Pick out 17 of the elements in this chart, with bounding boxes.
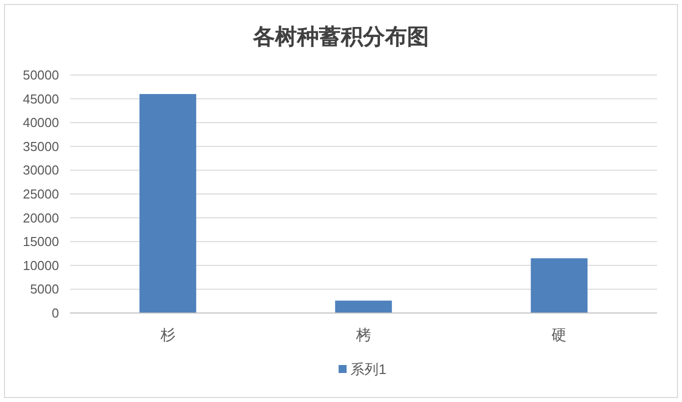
xtick: 栲 bbox=[356, 327, 371, 344]
ytick: 5000 bbox=[30, 282, 59, 297]
ytick: 0 bbox=[52, 306, 59, 320]
ytick: 15000 bbox=[22, 234, 59, 250]
xtick: 硬 bbox=[552, 327, 567, 344]
ytick: 45000 bbox=[22, 91, 59, 106]
legend: 系列1 bbox=[338, 361, 386, 377]
ytick: 35000 bbox=[22, 138, 59, 154]
ytick: 30000 bbox=[22, 162, 59, 178]
ytick: 10000 bbox=[22, 258, 59, 273]
title: 各树种蓄积分布图 bbox=[253, 24, 429, 50]
ytick: 50000 bbox=[22, 68, 59, 82]
legend-label: 系列1 bbox=[350, 361, 387, 377]
ytick: 40000 bbox=[22, 115, 59, 130]
xtick: 杉 bbox=[160, 327, 176, 344]
ytick: 25000 bbox=[22, 186, 59, 202]
ytick: 20000 bbox=[22, 210, 59, 226]
